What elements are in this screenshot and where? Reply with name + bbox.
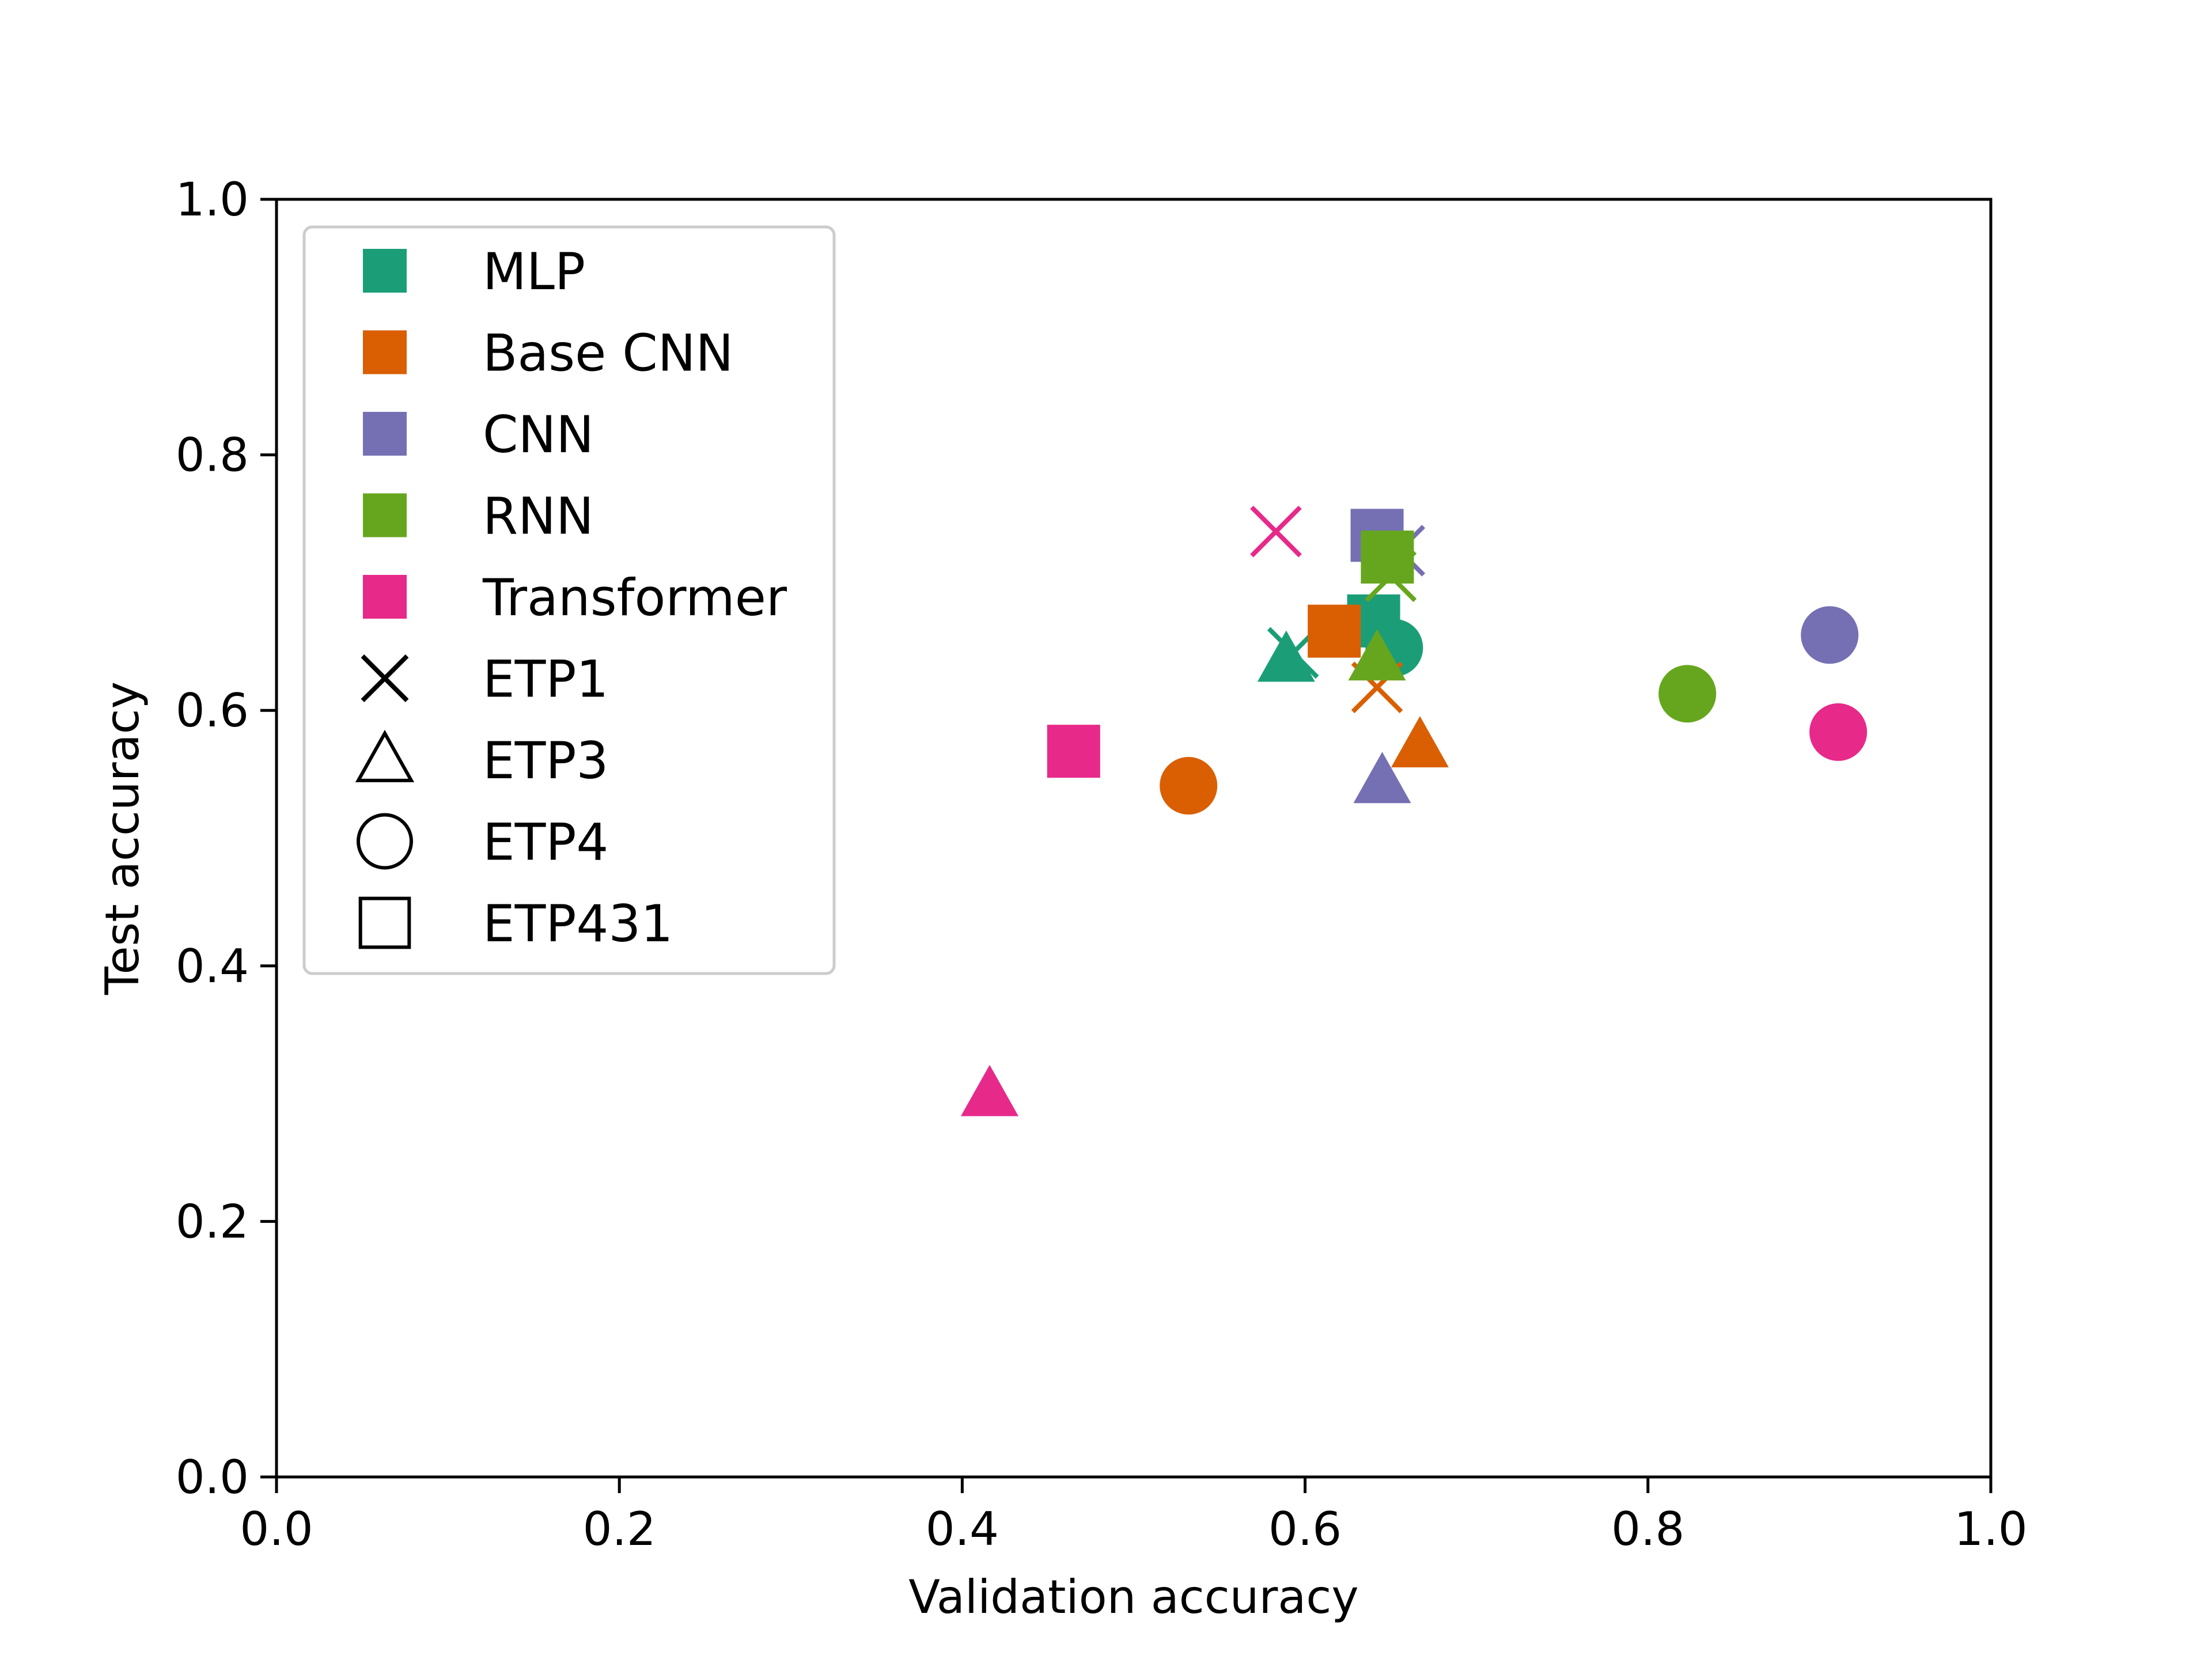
- y-axis-label: Test accuracy: [96, 681, 149, 995]
- x-tick-label: 0.8: [1611, 1502, 1684, 1556]
- plot-frame: [275, 198, 1993, 1479]
- x-tick-label: 0.2: [583, 1502, 656, 1556]
- legend-etp4-marker: [357, 813, 413, 870]
- point-transformer-etp431: [1047, 725, 1100, 778]
- legend-transformer-label: Transformer: [482, 568, 787, 627]
- legend-cnn-label: CNN: [483, 405, 594, 464]
- legend-mlp-swatch: [363, 249, 407, 293]
- legend-etp3-label: ETP3: [483, 731, 608, 790]
- y-tick-label: 0.8: [176, 429, 249, 482]
- point-mlp-etp3: [1257, 630, 1315, 682]
- point-base-cnn-etp431: [1308, 604, 1361, 658]
- x-tick-label: 0.4: [926, 1502, 999, 1556]
- legend-transformer-swatch: [363, 575, 407, 619]
- point-base-cnn-etp4: [1160, 757, 1218, 815]
- x-tick-label: 0.6: [1268, 1502, 1342, 1556]
- data-points: [961, 505, 1868, 1116]
- point-rnn-etp3: [1348, 629, 1406, 681]
- x-axis-label: Validation accuracy: [908, 1570, 1358, 1624]
- legend-box: [302, 225, 836, 975]
- legend-base-cnn-swatch: [363, 330, 407, 374]
- point-transformer-etp3: [961, 1065, 1019, 1116]
- legend-etp1-label: ETP1: [483, 650, 608, 709]
- y-tick-label: 0.4: [176, 940, 249, 993]
- legend-mlp-label: MLP: [483, 242, 585, 301]
- legend-rnn-label: RNN: [483, 487, 594, 546]
- legend-base-cnn-label: Base CNN: [483, 324, 733, 383]
- point-transformer-etp1: [1250, 505, 1302, 558]
- point-cnn-etp3: [1353, 752, 1411, 804]
- legend-etp4-label: ETP4: [483, 813, 608, 872]
- legend-etp1-marker: [361, 654, 409, 702]
- x-tick-label: 0.0: [240, 1502, 313, 1556]
- legend-cnn-swatch: [363, 412, 407, 456]
- legend-etp431-label: ETP431: [483, 894, 673, 953]
- legend: MLP Base CNN CNN RNN Transformer ETP1 ETP3 ETP4…: [302, 225, 836, 975]
- legend-etp3-marker: [355, 729, 415, 782]
- point-transformer-etp4: [1809, 703, 1868, 761]
- y-axis-ticks: 0.0 0.2 0.4 0.6 0.8 1.0: [176, 173, 276, 1504]
- legend-rnn-swatch: [363, 493, 407, 537]
- y-tick-label: 0.6: [176, 684, 249, 737]
- x-tick-label: 1.0: [1954, 1502, 2027, 1556]
- x-axis-ticks: 0.0 0.2 0.4 0.6 0.8 1.0: [240, 1477, 2028, 1556]
- point-cnn-etp4: [1801, 606, 1859, 664]
- y-tick-label: 0.0: [176, 1450, 249, 1504]
- legend-etp431-marker: [358, 896, 411, 949]
- point-rnn-etp4: [1658, 665, 1717, 723]
- point-rnn-etp431: [1361, 531, 1414, 584]
- point-base-cnn-etp3: [1391, 716, 1449, 768]
- y-tick-label: 1.0: [176, 173, 249, 226]
- y-tick-label: 0.2: [176, 1195, 249, 1248]
